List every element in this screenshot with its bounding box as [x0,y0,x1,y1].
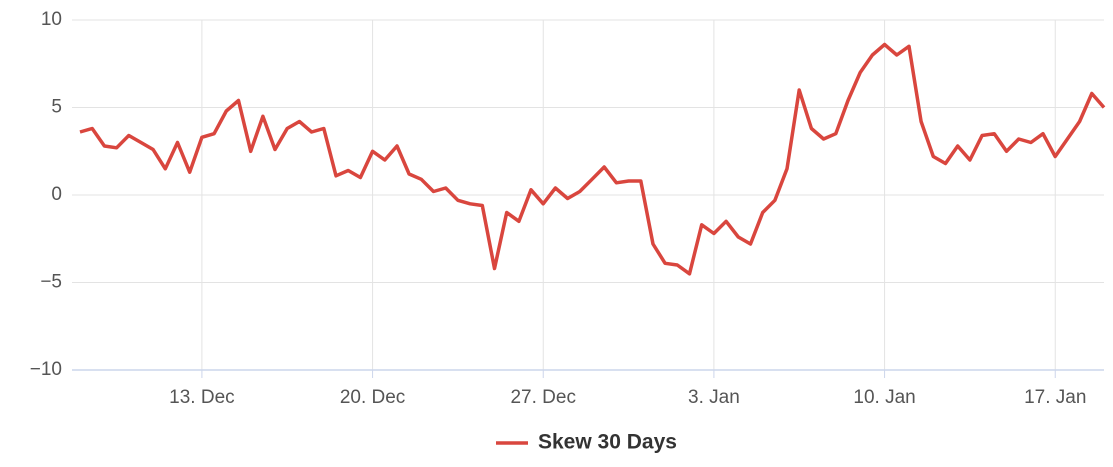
legend-item: Skew 30 Days [496,431,677,454]
x-tick-label: 20. Dec [340,387,405,408]
x-tick-label: 10. Jan [853,387,915,408]
legend-label: Skew 30 Days [538,431,677,454]
y-tick-label: −10 [30,359,62,380]
y-tick-label: 10 [41,9,62,30]
x-tick-label: 17. Jan [1024,387,1086,408]
x-tick-label: 27. Dec [510,387,575,408]
y-tick-label: 0 [51,184,62,205]
y-tick-label: −5 [40,272,62,293]
x-tick-label: 13. Dec [169,387,234,408]
data-line [79,42,1106,276]
y-tick-label: 5 [51,97,62,118]
x-tick-label: 3. Jan [688,387,740,408]
